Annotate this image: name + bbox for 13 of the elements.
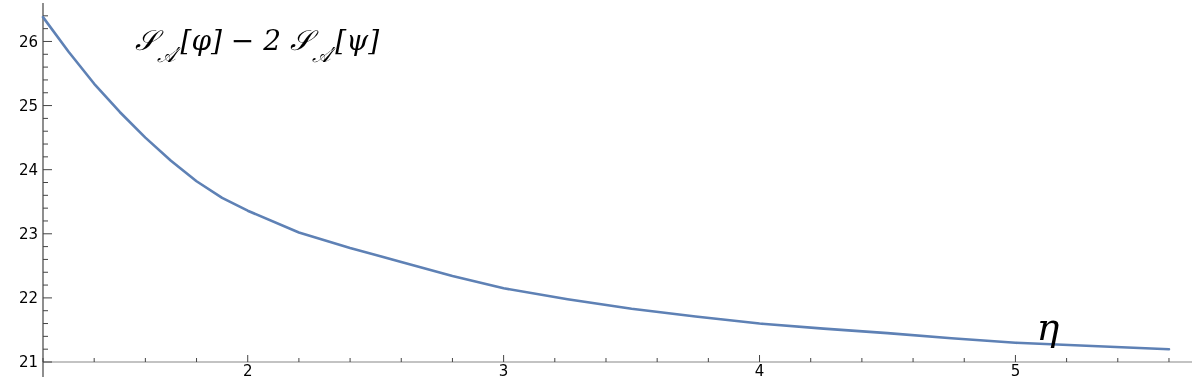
text: 𝒮$_{𝒜′}$[φ] − 2 𝒮$_{𝒜′}$[ψ] — [135, 24, 380, 67]
y-tick-label: 23 — [18, 225, 38, 244]
x-tick-label: 3 — [498, 362, 509, 377]
x-tick-label: 5 — [1010, 362, 1021, 377]
y-tick-label: 21 — [18, 353, 38, 372]
y-tick-label: 26 — [18, 32, 38, 51]
x-axis-title: η — [1036, 305, 1060, 349]
x-tick-label: 4 — [754, 362, 765, 377]
line-series — [41, 15, 1171, 351]
y-tick-label: 22 — [18, 289, 38, 308]
y-tick-label: 25 — [18, 96, 38, 115]
x-tick-label: 2 — [242, 362, 253, 377]
y-tick-label: 24 — [18, 160, 38, 179]
